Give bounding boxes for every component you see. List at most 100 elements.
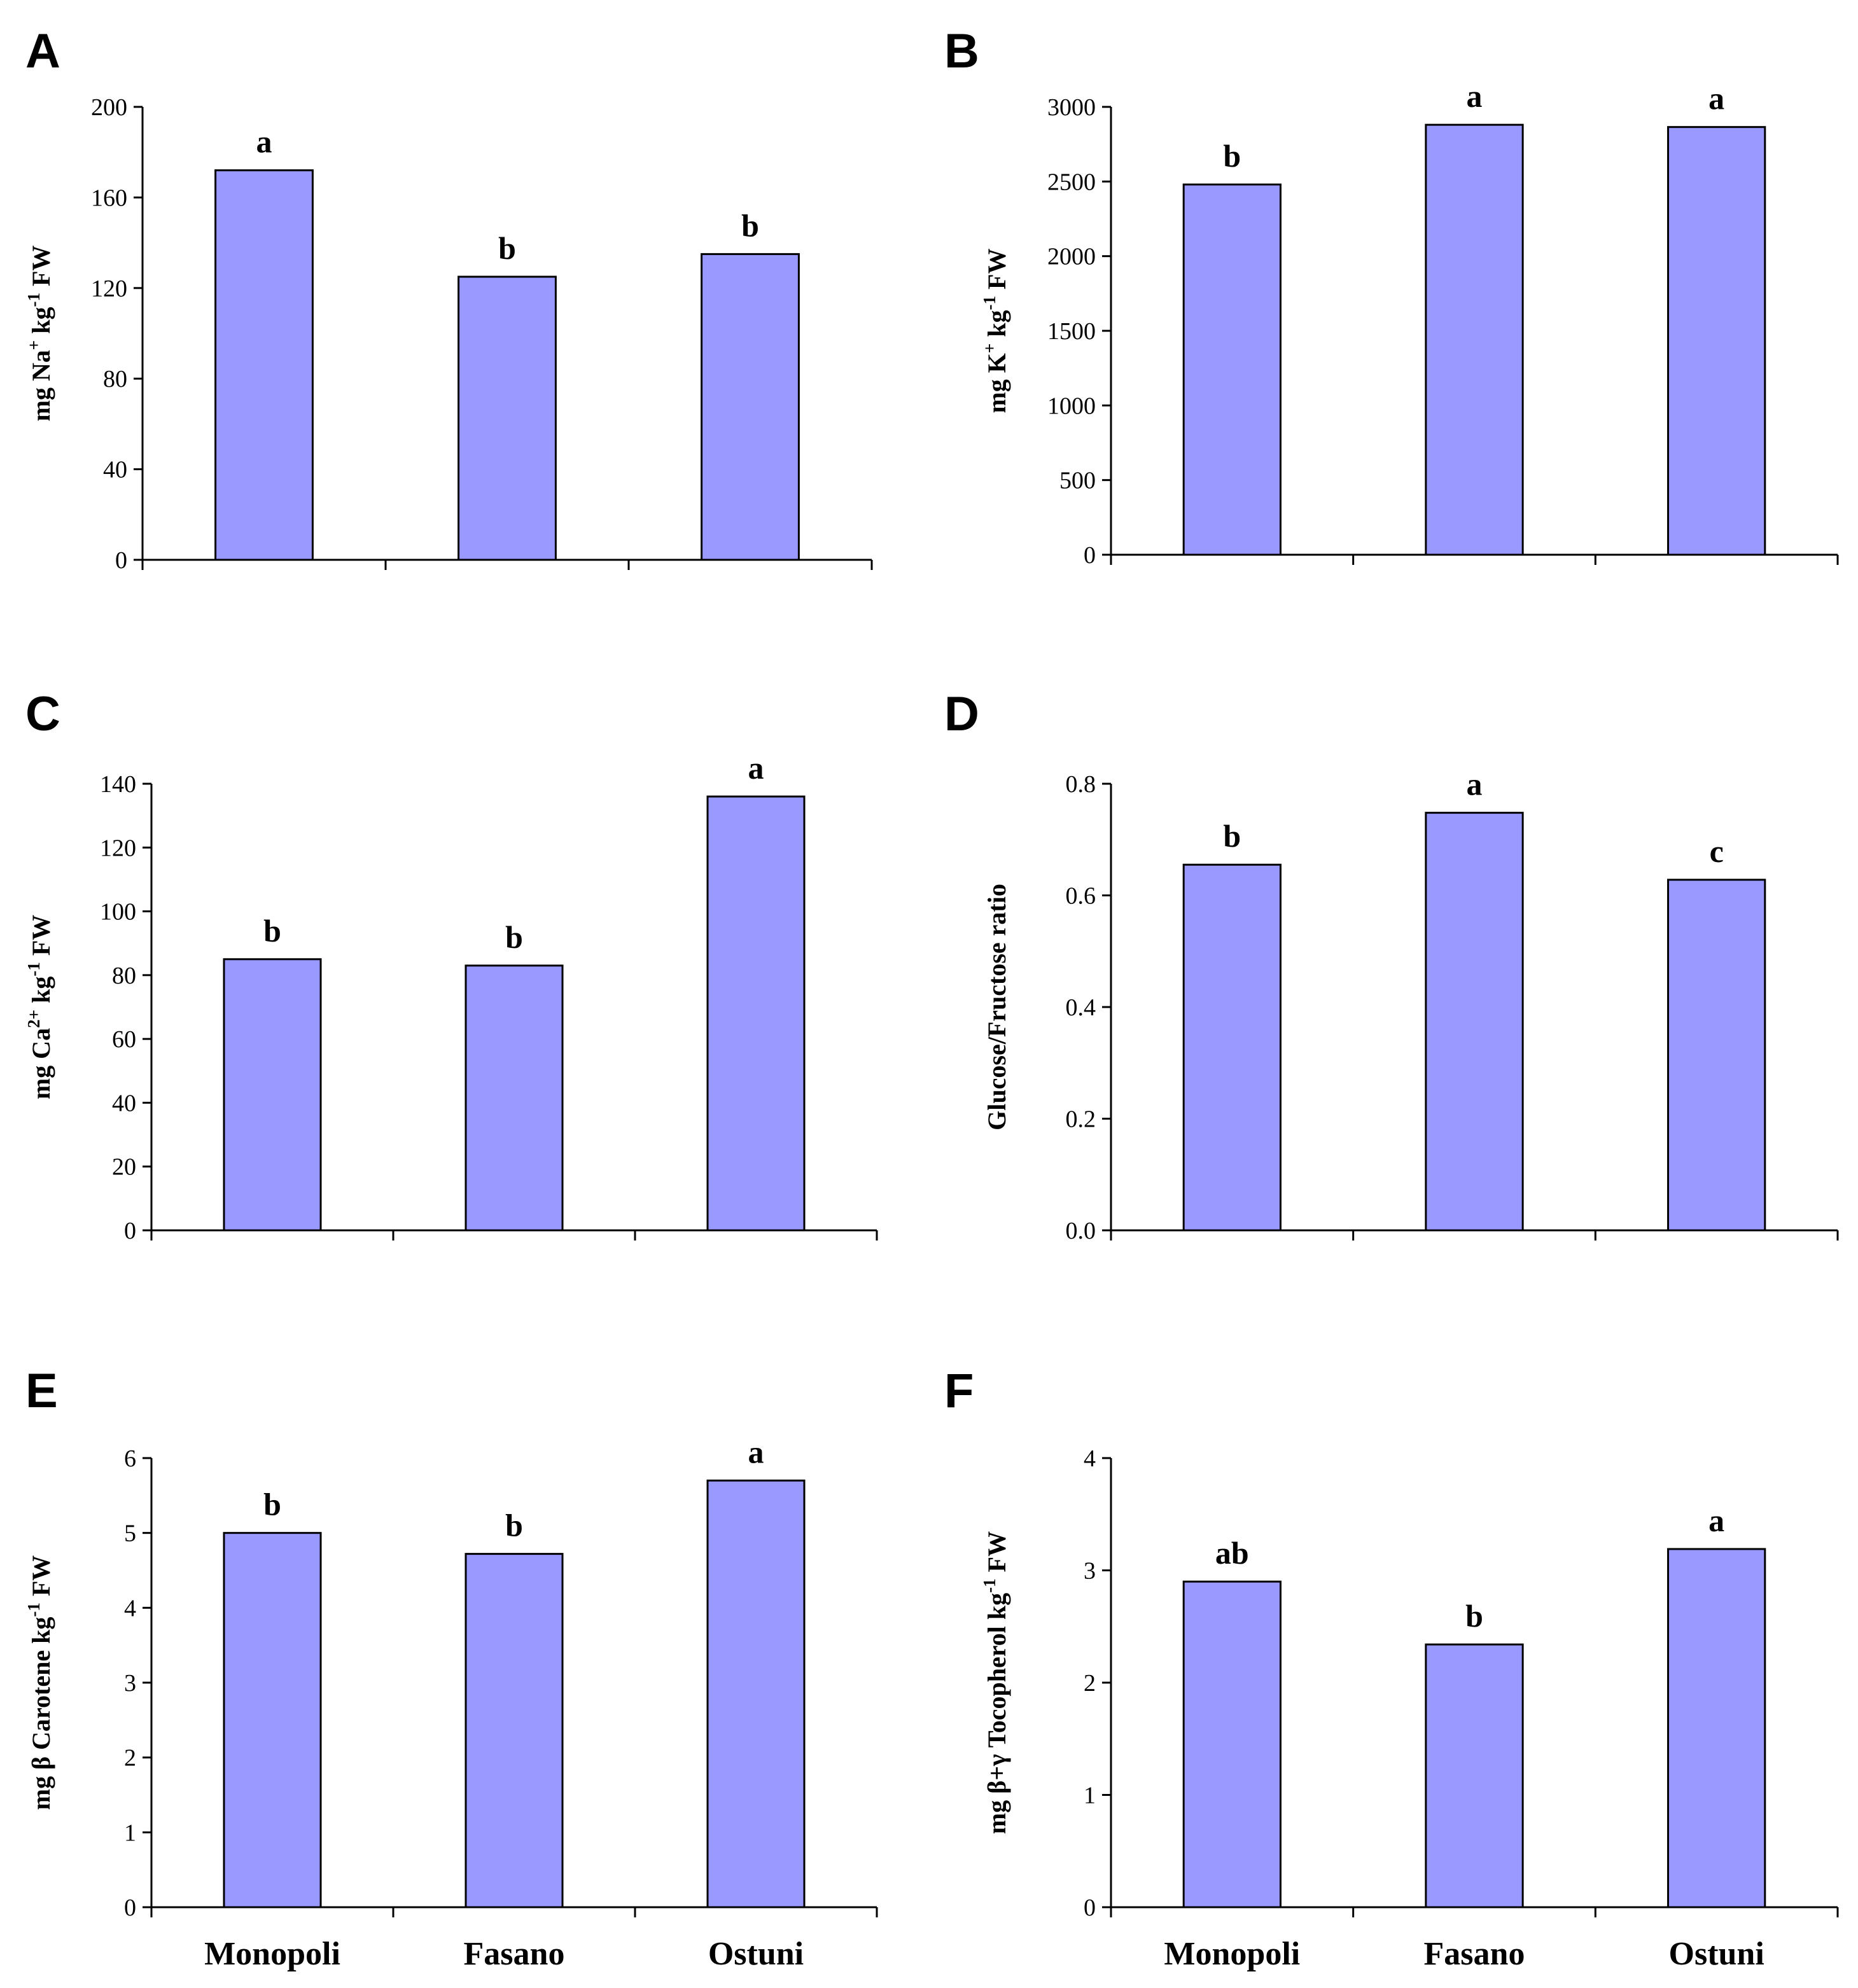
panel-e-bar-label-monopoli: b bbox=[263, 1487, 281, 1522]
panel-c-bar-label-fasano: b bbox=[505, 919, 523, 955]
panel-f-y-axis-label-part: FW bbox=[982, 1531, 1011, 1578]
panel-e-letter: E bbox=[25, 1364, 58, 1418]
panel-e-category-label-ostuni: Ostuni bbox=[708, 1936, 804, 1972]
panel-b-bar-label-monopoli: b bbox=[1223, 138, 1241, 174]
panel-b-y-tick-label: 2000 bbox=[1047, 244, 1096, 270]
panel-b-y-axis-label-part: -1 bbox=[980, 296, 999, 310]
panel-c-bar-monopoli bbox=[223, 958, 322, 1232]
panel-b-y-axis-label-part: mg K bbox=[982, 353, 1011, 413]
panel-c-bar-ostuni bbox=[706, 795, 806, 1232]
panel-a-bar-fasano bbox=[458, 275, 557, 561]
panel-a-bar-label-fasano: b bbox=[498, 230, 516, 266]
panel-b-bar-label-ostuni: a bbox=[1708, 81, 1724, 116]
panel-a-letter: A bbox=[25, 24, 60, 78]
panel-e-y-tick-label: 4 bbox=[124, 1595, 136, 1622]
panel-c-y-axis-label-part: kg bbox=[27, 977, 55, 1010]
panel-d-bar-ostuni bbox=[1667, 879, 1766, 1232]
panel-b-y-tick-label: 1000 bbox=[1047, 393, 1096, 419]
panel-c-y-tick-label: 20 bbox=[112, 1154, 136, 1181]
panel-a-bar-ostuni bbox=[701, 253, 800, 561]
panel-c-y-tick-label: 40 bbox=[112, 1090, 136, 1116]
panel-c-bar-label-ostuni: a bbox=[748, 750, 764, 786]
panel-d-y-axis-label-part: Glucose/Fructose ratio bbox=[982, 884, 1011, 1130]
panel-c-letter: C bbox=[25, 687, 60, 741]
panel-e-bar-ostuni bbox=[706, 1479, 806, 1908]
panel-d-bar-label-monopoli: b bbox=[1223, 818, 1241, 854]
panel-f-bar-monopoli bbox=[1182, 1580, 1282, 1908]
panel-c-y-axis-label-part: 2+ bbox=[24, 1010, 43, 1028]
panel-f-bar-label-ostuni: a bbox=[1708, 1503, 1724, 1538]
panel-f-bar-ostuni bbox=[1667, 1548, 1766, 1908]
panel-a-y-tick-label: 0 bbox=[115, 547, 127, 574]
panel-f-bar-label-monopoli: ab bbox=[1215, 1535, 1249, 1571]
panel-c-y-axis-label: mg Ca2+ kg-1 FW bbox=[24, 915, 55, 1099]
panel-f-category-label-fasano: Fasano bbox=[1424, 1936, 1525, 1972]
panel-a-y-axis-label: mg Na+ kg-1 FW bbox=[24, 246, 55, 422]
panel-b-bar-fasano bbox=[1425, 123, 1524, 556]
panel-c-y-tick-label: 0 bbox=[124, 1218, 136, 1244]
panel-d-y-tick-label: 0.8 bbox=[1066, 771, 1096, 798]
panel-b-y-axis-label-part: + bbox=[980, 344, 999, 353]
panel-d-bar-label-ostuni: c bbox=[1710, 833, 1724, 869]
panel-b-bar-monopoli bbox=[1182, 183, 1282, 556]
panel-d-bar-label-fasano: a bbox=[1467, 767, 1483, 802]
panel-a-y-tick-label: 120 bbox=[91, 275, 127, 302]
panel-a-y-axis-label-part: mg Na bbox=[27, 350, 55, 421]
panel-e-y-tick-label: 0 bbox=[124, 1894, 136, 1921]
panel-b-y-axis-label-part: kg bbox=[982, 310, 1011, 343]
panel-c-y-tick-label: 140 bbox=[100, 771, 136, 798]
panel-a-bar-label-monopoli: a bbox=[256, 124, 272, 160]
panel-c-y-axis-label-part: -1 bbox=[24, 962, 43, 977]
panel-a-y-axis-label-part: + bbox=[24, 340, 43, 350]
panel-a-bar-label-ostuni: b bbox=[741, 207, 759, 243]
panel-a-y-tick-label: 80 bbox=[103, 366, 127, 393]
panel-e-y-tick-label: 3 bbox=[124, 1670, 136, 1697]
panel-b-y-tick-label: 0 bbox=[1084, 542, 1096, 569]
panel-b-y-tick-label: 500 bbox=[1059, 468, 1096, 494]
panel-f-y-tick-label: 1 bbox=[1084, 1783, 1096, 1809]
panel-c-y-axis-label-part: FW bbox=[27, 915, 55, 962]
panel-b-bar-ostuni bbox=[1667, 126, 1766, 556]
panel-b-y-axis-label: mg K+ kg-1 FW bbox=[980, 248, 1011, 413]
panel-f-y-axis-label: mg β+γ Tocopherol kg-1 FW bbox=[980, 1531, 1011, 1834]
panel-d-bar-monopoli bbox=[1182, 863, 1282, 1232]
panel-e-y-tick-label: 5 bbox=[124, 1520, 136, 1547]
panel-e-bar-fasano bbox=[464, 1553, 564, 1908]
panel-e-y-tick-label: 1 bbox=[124, 1819, 136, 1846]
panel-c-y-tick-label: 60 bbox=[112, 1026, 136, 1053]
panel-a-y-tick-label: 200 bbox=[91, 94, 127, 121]
panel-f-y-tick-label: 4 bbox=[1084, 1445, 1096, 1472]
panel-f-y-tick-label: 3 bbox=[1084, 1558, 1096, 1585]
panel-d-y-tick-label: 0.4 bbox=[1066, 994, 1096, 1021]
panel-e-y-tick-label: 2 bbox=[124, 1745, 136, 1772]
panel-e-y-axis-label-part: FW bbox=[27, 1555, 55, 1602]
panel-e-y-tick-label: 6 bbox=[124, 1445, 136, 1472]
panel-b-y-axis-label-part: FW bbox=[982, 248, 1011, 295]
panel-e-bar-label-fasano: b bbox=[505, 1508, 523, 1543]
panel-a-y-tick-label: 160 bbox=[91, 184, 127, 211]
panel-a-y-axis-label-part: FW bbox=[27, 246, 55, 293]
panel-b-y-tick-label: 3000 bbox=[1047, 94, 1096, 121]
panel-d-y-tick-label: 0.6 bbox=[1066, 883, 1096, 910]
panel-e-y-axis-label-part: -1 bbox=[24, 1602, 43, 1617]
panel-b-y-tick-label: 1500 bbox=[1047, 318, 1096, 345]
panel-f-letter: F bbox=[944, 1364, 974, 1418]
panel-d-y-axis-label: Glucose/Fructose ratio bbox=[982, 884, 1011, 1130]
panel-e-y-axis-label-part: mg β Carotene kg bbox=[27, 1617, 55, 1811]
panel-f-category-label-monopoli: Monopoli bbox=[1164, 1936, 1300, 1972]
panel-f-bar-fasano bbox=[1425, 1643, 1524, 1908]
panel-c-y-axis-label-part: mg Ca bbox=[27, 1028, 55, 1099]
panel-f-y-tick-label: 0 bbox=[1084, 1894, 1096, 1921]
panel-c-y-tick-label: 100 bbox=[100, 899, 136, 926]
panel-c-bar-fasano bbox=[464, 964, 564, 1232]
panel-b-letter: B bbox=[944, 24, 979, 78]
panel-a-y-tick-label: 40 bbox=[103, 457, 127, 483]
panel-f-y-tick-label: 2 bbox=[1084, 1670, 1096, 1697]
panel-b-bar-label-fasano: a bbox=[1467, 78, 1483, 114]
panel-f-category-label-ostuni: Ostuni bbox=[1669, 1936, 1764, 1972]
panel-e-bar-monopoli bbox=[223, 1532, 322, 1908]
panel-e-bar-label-ostuni: a bbox=[748, 1434, 764, 1470]
panel-e-category-label-monopoli: Monopoli bbox=[204, 1936, 340, 1972]
panel-f-y-axis-label-part: -1 bbox=[980, 1578, 999, 1593]
